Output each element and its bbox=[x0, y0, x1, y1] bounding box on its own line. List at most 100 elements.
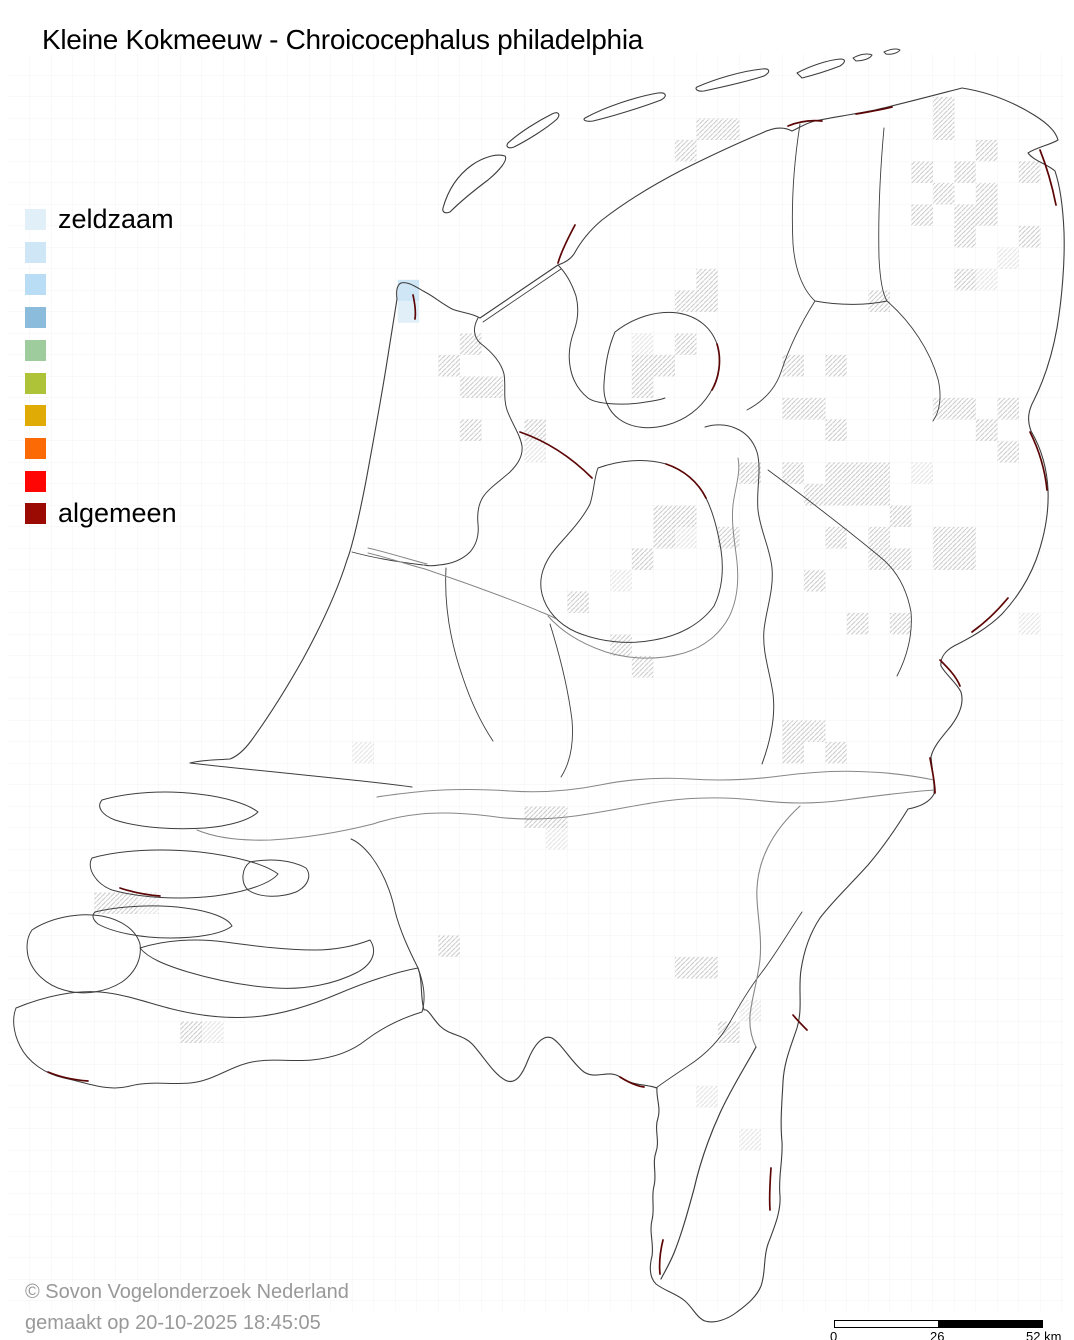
friesland-ijsselmeer-coast bbox=[557, 264, 666, 405]
hatched-grid-cell bbox=[954, 204, 976, 226]
map-grid bbox=[8, 54, 1064, 1311]
waterway-north-bank bbox=[189, 762, 413, 788]
map-base bbox=[13, 48, 1065, 1323]
hatched-grid-cell bbox=[696, 118, 718, 140]
hatched-grid-cell-light bbox=[202, 1021, 224, 1043]
wadden-island-vlieland bbox=[506, 112, 560, 149]
scale-bar-second-half bbox=[939, 1321, 1042, 1327]
hatched-grid-cell bbox=[718, 118, 740, 140]
generated-timestamp: gemaakt op 20-10-2025 18:45:05 bbox=[25, 1312, 321, 1334]
hatched-grid-cell bbox=[804, 398, 826, 420]
abundance-grid-cell bbox=[397, 301, 420, 323]
hatched-grid-cell bbox=[825, 484, 847, 506]
wadden-island-texel bbox=[442, 154, 507, 214]
hatched-grid-cell-light bbox=[976, 269, 998, 291]
noordoostpolder bbox=[603, 311, 720, 429]
scale-label-end: 52 km bbox=[1026, 1329, 1062, 1340]
hatched-grid-cell bbox=[890, 548, 912, 570]
hatched-grid-cell bbox=[632, 548, 654, 570]
legend-swatch-2 bbox=[25, 241, 46, 263]
hatched-grid-cell bbox=[954, 161, 976, 183]
hatched-grid-cell bbox=[976, 419, 998, 441]
page-title: Kleine Kokmeeuw - Chroicocephalus philad… bbox=[42, 24, 644, 55]
hatched-grid-cell bbox=[653, 527, 675, 549]
hatched-grid-cell bbox=[954, 269, 976, 291]
hatched-grid-cell bbox=[976, 204, 998, 226]
legend-label-algemeen: algemeen bbox=[58, 498, 177, 528]
legend-swatch-7 bbox=[25, 405, 46, 427]
hatched-grid-cell bbox=[933, 118, 955, 140]
hatched-grid-cell bbox=[868, 527, 890, 549]
hatched-grid-cell bbox=[911, 161, 933, 183]
hatched-grid-cell bbox=[954, 548, 976, 570]
hatched-grid-cell bbox=[546, 806, 568, 828]
hatched-grid-cell bbox=[718, 527, 740, 549]
hatched-grid-cell bbox=[868, 548, 890, 570]
hatched-grid-cell bbox=[954, 527, 976, 549]
province-borders bbox=[351, 123, 941, 1089]
hatched-grid-cell bbox=[1019, 161, 1041, 183]
hatched-grid-cell-light bbox=[524, 441, 546, 463]
island-zuid-beveland bbox=[139, 939, 374, 989]
hatched-grid-cell-light bbox=[546, 828, 568, 850]
scale-label-start: 0 bbox=[830, 1329, 838, 1340]
hatched-grid-cell bbox=[782, 742, 804, 764]
border-accent-segments bbox=[47, 106, 1057, 1275]
hatched-grid-cell-light bbox=[739, 1129, 761, 1151]
river-ijssel bbox=[704, 424, 775, 765]
copyright-text: © Sovon Vogelonderzoek Nederland bbox=[25, 1281, 349, 1303]
hatched-grid-cell bbox=[632, 355, 654, 377]
afsluitdijk-second-line bbox=[482, 268, 562, 323]
river-waal bbox=[372, 789, 935, 825]
hatched-grid-cell bbox=[116, 892, 138, 914]
coastline-north-west bbox=[189, 87, 963, 764]
hatched-grid-cell bbox=[438, 355, 460, 377]
hatched-grid-cell bbox=[718, 1021, 740, 1043]
hatched-grid-cell bbox=[847, 462, 869, 484]
legend: zeldzaam algemeen bbox=[25, 204, 255, 529]
hatched-grid-cell bbox=[890, 505, 912, 527]
hatched-grid-cell bbox=[632, 376, 654, 398]
scale-bar: 0 26 52 km bbox=[830, 1320, 1074, 1340]
hatched-grid-cell bbox=[997, 441, 1019, 463]
hatched-grid-cell bbox=[675, 140, 697, 162]
hatched-grid-cell bbox=[653, 355, 675, 377]
hatched-grid-cell-light bbox=[610, 570, 632, 592]
legend-swatch-10 bbox=[25, 503, 46, 525]
hatched-grid-cell bbox=[481, 376, 503, 398]
legend-swatch-9 bbox=[25, 470, 46, 492]
hatched-grid-cell bbox=[460, 376, 482, 398]
hatched-grid-cell bbox=[675, 505, 697, 527]
hatched-grid-cell bbox=[696, 957, 718, 979]
hatched-grid-cell bbox=[675, 333, 697, 355]
hatched-grid-cell bbox=[997, 398, 1019, 420]
wadden-islets bbox=[852, 48, 901, 62]
hatched-grid-cell bbox=[696, 290, 718, 312]
hatched-grid-cell bbox=[739, 462, 761, 484]
hatched-grid-cell bbox=[847, 613, 869, 635]
hatched-grid-cell bbox=[933, 398, 955, 420]
noordzeekanaal bbox=[367, 547, 428, 570]
island-noord-beveland bbox=[92, 905, 233, 939]
hatched-grid-cell bbox=[696, 269, 718, 291]
legend-label-zeldzaam: zeldzaam bbox=[58, 204, 174, 234]
hatched-grid-cell bbox=[460, 333, 482, 355]
hatched-grid-cell bbox=[567, 591, 589, 613]
wadden-island-schiermonnikoog bbox=[796, 58, 846, 79]
legend-swatch-3 bbox=[25, 274, 46, 296]
hatched-grid-cell bbox=[933, 527, 955, 549]
map-accents bbox=[47, 106, 1057, 1275]
hatched-grid-cell bbox=[804, 570, 826, 592]
hatched-grid-cell bbox=[94, 892, 116, 914]
hatched-grid-cell bbox=[954, 398, 976, 420]
scale-bar-first-half bbox=[835, 1321, 939, 1327]
island-goeree bbox=[99, 791, 259, 830]
hatched-grid-cell bbox=[524, 806, 546, 828]
hatched-grid-cell bbox=[610, 634, 632, 656]
island-tholen bbox=[242, 859, 310, 897]
hatched-grid-cell bbox=[868, 484, 890, 506]
hatched-grid-cell bbox=[180, 1021, 202, 1043]
hatched-grid-cell-light bbox=[1019, 613, 1041, 635]
